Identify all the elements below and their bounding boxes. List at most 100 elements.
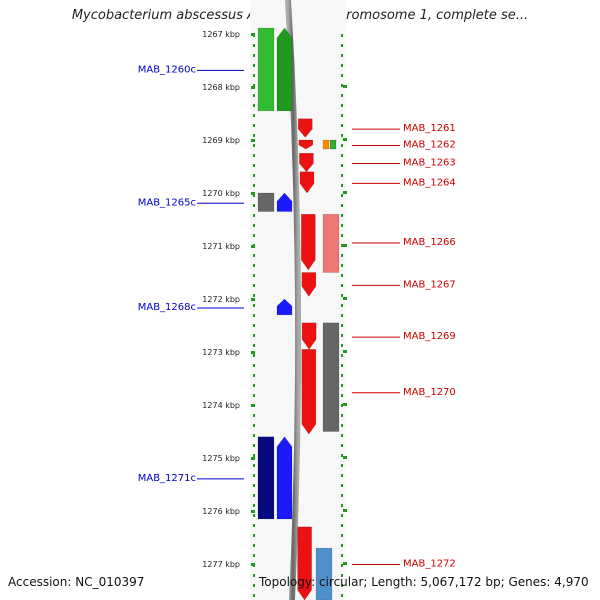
gene-track: MAB_1260c MAB_1261 MAB_1262 MAB_1263 MAB_126… [138, 27, 456, 600]
forward-track-dot [341, 484, 343, 487]
gene-label: MAB_1260c [138, 64, 196, 75]
gene-label: MAB_1272 [403, 558, 456, 569]
gene-arrow [276, 298, 293, 316]
forward-track-dot [341, 314, 343, 317]
forward-track-dot [341, 224, 343, 227]
gene-label: MAB_1270 [403, 387, 456, 398]
reverse-track-dot [253, 464, 255, 467]
ruler-tick-label: 1274 kbp [202, 401, 240, 410]
forward-track-dot [341, 64, 343, 67]
reverse-track-dot [253, 394, 255, 397]
reverse-track-dot [253, 124, 255, 127]
ruler-tick-left [251, 139, 255, 142]
forward-track-dot [341, 324, 343, 327]
forward-track-dot [341, 544, 343, 547]
ruler-tick-label: 1276 kbp [202, 507, 240, 516]
ruler-tick-label: 1268 kbp [202, 83, 240, 92]
reverse-track-dot [253, 274, 255, 277]
gene-label: MAB_1264 [403, 177, 456, 188]
gene-label: MAB_1266 [403, 237, 456, 248]
reverse-track-dot [253, 344, 255, 347]
reverse-track-dot [253, 454, 255, 457]
gene-arrow [298, 139, 314, 150]
feature-block [322, 213, 340, 273]
forward-track-dot [341, 414, 343, 417]
ruler-tick-left [251, 192, 255, 195]
reverse-track-dot [253, 474, 255, 477]
reverse-track-dot [253, 214, 255, 217]
reverse-track-dot [253, 544, 255, 547]
ruler-tick-right [343, 191, 347, 194]
reverse-track-dot [253, 314, 255, 317]
reverse-track-dot [253, 234, 255, 237]
reverse-track-dot [253, 364, 255, 367]
forward-track-dot [341, 144, 343, 147]
forward-track-dot [341, 44, 343, 47]
ruler-tick-right [343, 562, 347, 565]
reverse-track-dot [253, 54, 255, 57]
forward-track-dot [341, 594, 343, 597]
ruler-tick-left [251, 33, 255, 36]
forward-track-dot [341, 534, 343, 537]
reverse-track-dot [253, 84, 255, 87]
reverse-track-dot [253, 284, 255, 287]
forward-track-dot [341, 434, 343, 437]
reverse-track-dot [253, 584, 255, 587]
ruler-tick-left [251, 298, 255, 301]
ruler-tick-left [251, 510, 255, 513]
forward-track-dot [341, 294, 343, 297]
feature-block [257, 192, 275, 212]
ruler-tick-label: 1267 kbp [202, 30, 240, 39]
ruler-tick-left [251, 404, 255, 407]
gene-label: MAB_1271c [138, 473, 196, 484]
ruler-tick-left [251, 86, 255, 89]
forward-track-dot [341, 154, 343, 157]
reverse-track-dot [253, 154, 255, 157]
ruler-tick-right [343, 509, 347, 512]
reverse-track-dot [253, 204, 255, 207]
gene-label: MAB_1262 [403, 140, 456, 151]
ruler-tick-label: 1272 kbp [202, 295, 240, 304]
forward-track-dot [341, 454, 343, 457]
ruler-tick-right [343, 244, 347, 247]
reverse-track-dot [253, 504, 255, 507]
forward-track-dot [341, 384, 343, 387]
forward-track-dot [341, 424, 343, 427]
reverse-track-dot [253, 554, 255, 557]
forward-track-dot [341, 584, 343, 587]
reverse-track-dot [253, 574, 255, 577]
reverse-track-dot [253, 374, 255, 377]
ruler-tick-label: 1270 kbp [202, 189, 240, 198]
forward-track-dot [341, 54, 343, 57]
forward-track-dot [341, 374, 343, 377]
reverse-track-dot [253, 334, 255, 337]
forward-track-dot [341, 94, 343, 97]
forward-track-dot [341, 254, 343, 257]
reverse-track-dot [253, 594, 255, 597]
forward-track-dot [341, 404, 343, 407]
reverse-track-dot [253, 514, 255, 517]
reverse-track-dot [253, 194, 255, 197]
reverse-track-dot [253, 74, 255, 77]
forward-track-dot [341, 514, 343, 517]
forward-track-dot [341, 164, 343, 167]
ruler-tick-left [251, 563, 255, 566]
forward-track-dot [341, 474, 343, 477]
gene-label: MAB_1261 [403, 123, 456, 134]
forward-track-dot [341, 264, 343, 267]
reverse-track-dot [253, 324, 255, 327]
reverse-track-dot [253, 264, 255, 267]
forward-track-dot [341, 284, 343, 287]
forward-track-dot [341, 344, 343, 347]
feature-block [322, 139, 330, 150]
forward-track-dot [341, 74, 343, 77]
gene-arrow [299, 171, 315, 194]
reverse-track-dot [253, 444, 255, 447]
reverse-track-dot [253, 114, 255, 117]
forward-track-dot [341, 304, 343, 307]
reverse-track-dot [253, 494, 255, 497]
gene-arrow [276, 27, 293, 112]
reverse-track-dot [253, 384, 255, 387]
